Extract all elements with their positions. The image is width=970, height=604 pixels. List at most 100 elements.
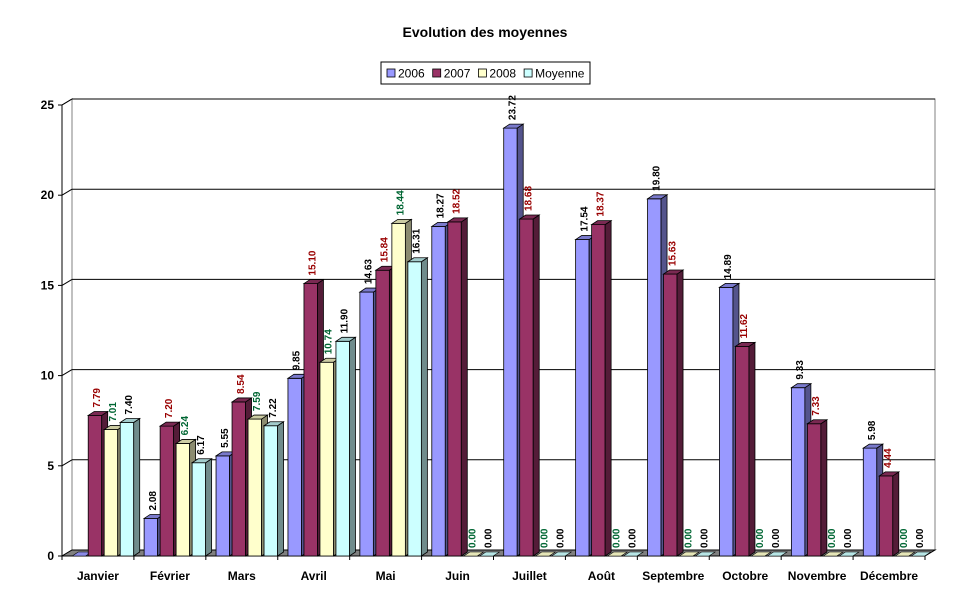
data-label: 6.24 xyxy=(180,416,191,436)
bar-front xyxy=(790,387,806,557)
bar xyxy=(590,219,613,557)
bar-top xyxy=(518,214,541,220)
bar xyxy=(446,217,469,557)
bar-side xyxy=(420,257,428,557)
bar-front xyxy=(175,443,191,557)
bar-top xyxy=(678,551,701,557)
bar-top xyxy=(118,418,142,423)
x-tick-label: Octobre xyxy=(722,569,768,583)
bar-side xyxy=(820,419,828,557)
bar-top xyxy=(230,397,253,403)
bar xyxy=(550,551,573,557)
bar-front xyxy=(806,423,822,557)
bar-top xyxy=(838,551,860,557)
bar-top xyxy=(246,414,269,420)
bar-top xyxy=(158,421,181,427)
bar xyxy=(910,551,932,557)
bar-top xyxy=(894,551,916,557)
bar-top xyxy=(910,551,932,557)
y-tick-label: 15 xyxy=(41,278,55,292)
data-label: 0.00 xyxy=(627,528,638,548)
bar xyxy=(534,551,557,557)
data-label: 18.44 xyxy=(396,190,407,215)
bar xyxy=(662,269,685,557)
data-label: 15.63 xyxy=(667,241,678,266)
data-label: 15.84 xyxy=(380,237,391,262)
chart-title: Evolution des moyennes xyxy=(403,24,568,40)
bar-top xyxy=(550,551,573,557)
bar-top xyxy=(302,279,325,284)
data-label: 9.85 xyxy=(292,350,303,370)
data-label: 15.10 xyxy=(308,250,319,275)
legend-swatch xyxy=(432,68,442,78)
bar-top xyxy=(877,471,901,477)
data-label: 0.00 xyxy=(539,528,550,548)
x-tick-label: Septembre xyxy=(642,569,704,583)
data-label: 0.00 xyxy=(699,528,710,548)
data-label: 5.98 xyxy=(867,420,878,440)
data-label: 0.00 xyxy=(827,528,838,548)
bar-top xyxy=(390,218,413,224)
legend-entry: 2006 xyxy=(398,67,425,81)
bar xyxy=(334,336,357,557)
gridline-diag xyxy=(61,98,73,106)
x-tick-label: Décembre xyxy=(860,569,918,583)
bar-side xyxy=(460,217,468,557)
y-tick-label: 0 xyxy=(47,549,54,563)
bar xyxy=(766,551,788,557)
bar-side xyxy=(133,417,141,557)
bar-side xyxy=(532,214,540,557)
bar xyxy=(694,551,717,557)
bar-top xyxy=(174,439,197,444)
bar-front xyxy=(303,283,318,557)
bar-side xyxy=(892,471,900,557)
data-label: 0.00 xyxy=(484,528,495,548)
bar-top xyxy=(646,194,669,200)
plot-area: 0 5 10 15 20 25 Janvier Février Mars Avril Mai Juin… xyxy=(41,95,937,583)
bar xyxy=(877,471,901,557)
y-tick-label: 25 xyxy=(41,98,55,112)
gridline-diag xyxy=(61,188,73,196)
bar-front xyxy=(103,429,119,557)
gridline-diag xyxy=(61,278,73,286)
bar xyxy=(518,214,541,557)
data-label: 7.20 xyxy=(164,398,175,418)
data-label: 23.72 xyxy=(507,95,518,120)
bar-side xyxy=(676,269,684,557)
bar-top xyxy=(86,411,110,416)
bar-top xyxy=(406,257,429,263)
bar-front xyxy=(503,127,518,557)
bar-front xyxy=(231,401,246,557)
x-tick-label: Avril xyxy=(301,569,327,583)
legend-swatch xyxy=(523,68,533,78)
bar-top xyxy=(822,551,844,557)
bar-front xyxy=(359,291,374,557)
y-tick-label: 5 xyxy=(47,459,54,473)
bar xyxy=(678,551,701,557)
data-label: 7.33 xyxy=(811,396,822,416)
y-tick-label: 20 xyxy=(41,188,55,202)
bar xyxy=(822,551,844,557)
data-label: 5.55 xyxy=(220,428,231,448)
x-tick-label: Août xyxy=(588,569,615,583)
data-label: 16.31 xyxy=(412,228,423,253)
bar-side xyxy=(604,219,612,557)
x-tick-label: Novembre xyxy=(788,569,847,583)
bar xyxy=(894,551,916,557)
bar-front xyxy=(647,198,662,557)
bar-top xyxy=(262,421,285,427)
bar xyxy=(606,551,629,557)
bar-top xyxy=(861,443,885,449)
bar xyxy=(734,341,757,557)
bar-front xyxy=(263,425,278,557)
bar xyxy=(262,421,285,557)
bar-top xyxy=(718,282,741,288)
bar-front xyxy=(862,447,878,557)
data-label: 0.00 xyxy=(555,528,566,548)
data-label: 7.40 xyxy=(124,395,135,415)
data-label: 0.00 xyxy=(771,528,782,548)
bar-front xyxy=(663,273,678,557)
data-label: 4.44 xyxy=(883,448,894,468)
data-label: 7.79 xyxy=(92,388,103,408)
bar-front xyxy=(191,462,207,557)
